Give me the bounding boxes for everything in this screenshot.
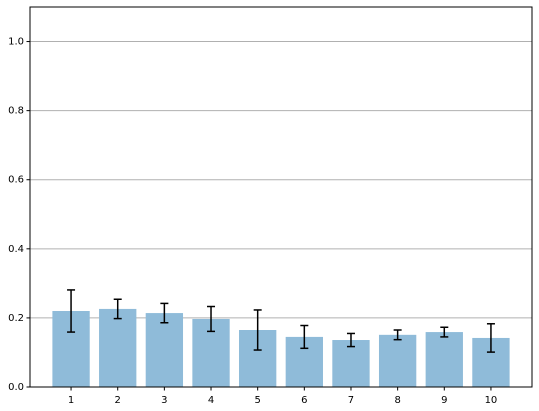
bar [99,308,137,387]
y-tick-label: 0.0 [8,382,24,393]
x-tick-label: 9 [441,395,447,406]
x-tick-label: 3 [161,395,167,406]
x-tick-label: 1 [68,395,74,406]
y-tick-label: 0.4 [8,244,24,255]
bar [145,313,184,387]
x-tick-label: 4 [208,395,214,406]
bar [425,332,463,387]
bar [332,340,370,387]
y-tick-label: 0.8 [8,106,24,117]
y-tick-label: 0.6 [8,175,24,186]
x-tick-label: 7 [348,395,354,406]
x-tick-label: 8 [394,395,400,406]
plot-frame [29,6,533,388]
x-tick-label: 6 [301,395,307,406]
x-tick-label: 10 [485,395,498,406]
x-tick-label: 2 [115,395,121,406]
bar [378,334,417,387]
y-tick-label: 1.0 [8,37,24,48]
y-tick-label: 0.2 [8,313,24,324]
x-tick-label: 5 [254,395,260,406]
